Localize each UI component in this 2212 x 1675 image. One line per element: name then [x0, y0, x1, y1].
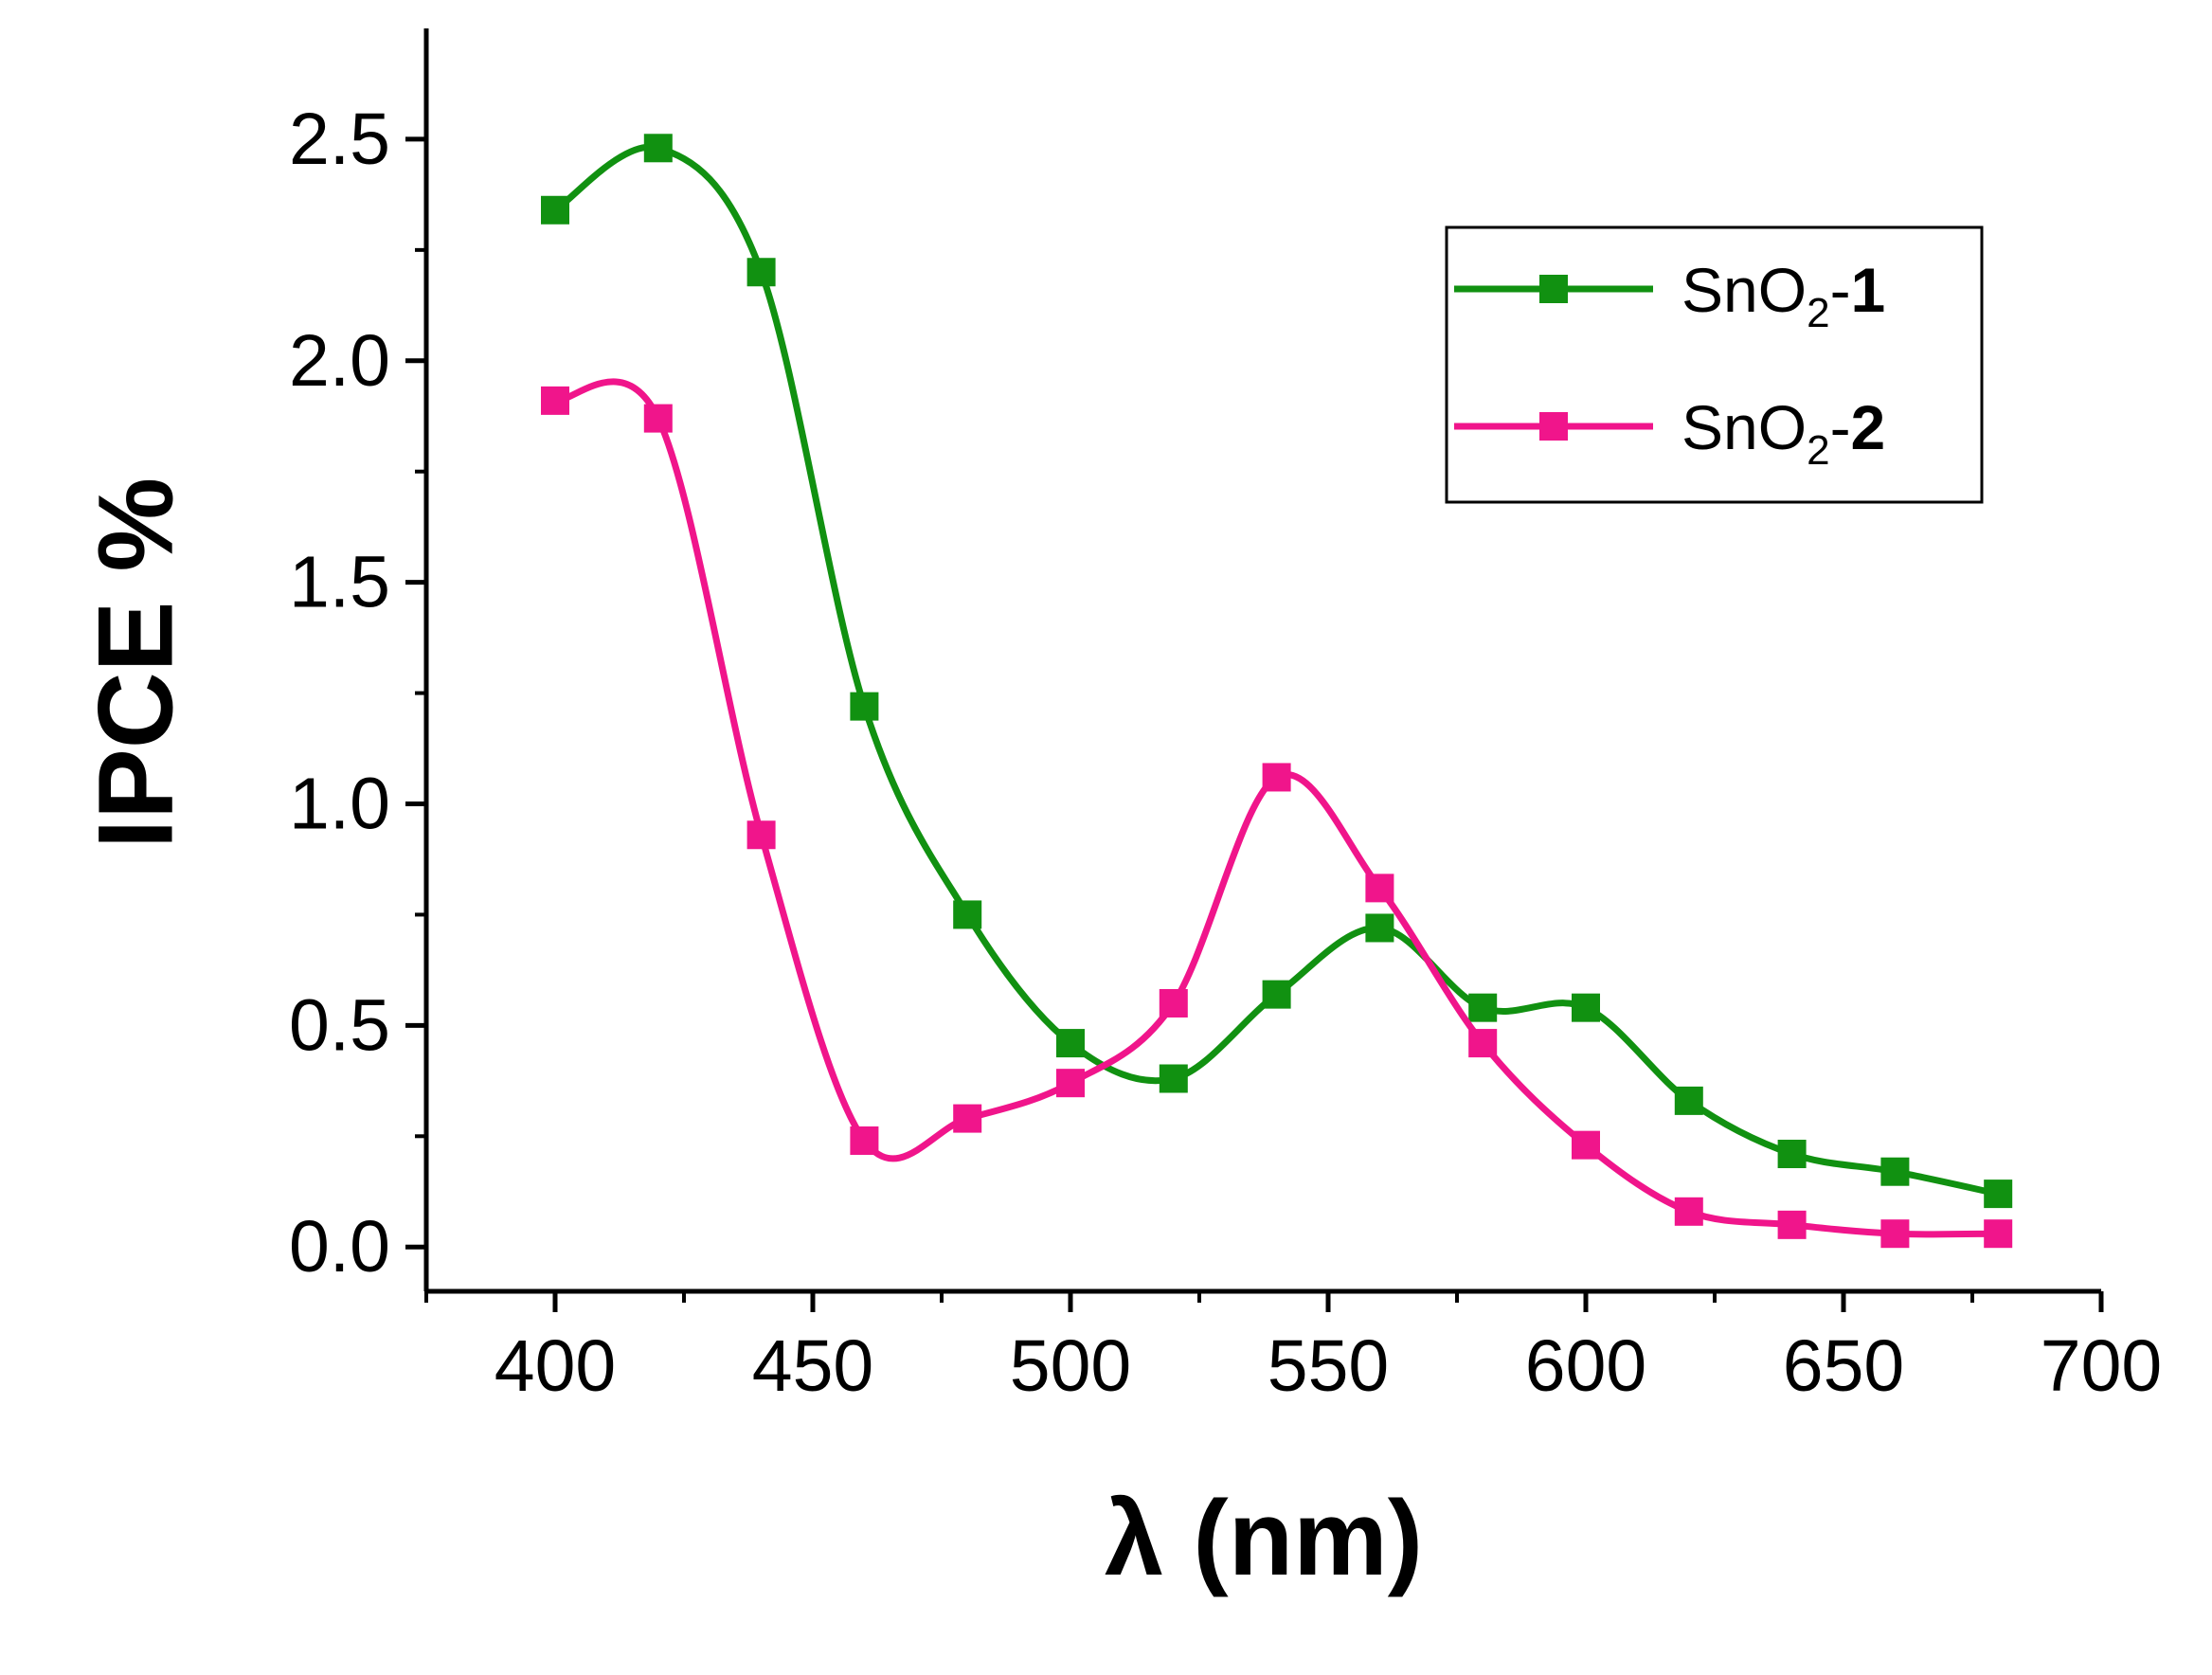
data-point-marker: [643, 404, 673, 433]
data-point-marker: [746, 258, 776, 287]
data-point-marker: [1365, 874, 1394, 903]
data-point-marker: [953, 1104, 982, 1133]
data-point-marker: [1365, 913, 1394, 943]
data-point-marker: [850, 692, 879, 721]
series-line: [553, 143, 1999, 1198]
data-point-marker: [1674, 1086, 1703, 1115]
series-2: [541, 378, 2013, 1249]
series-line: [554, 378, 1999, 1238]
x-tick-label: 650: [1783, 1325, 1904, 1407]
x-axis: 400 450 500 550 600 650 700: [424, 1288, 2162, 1407]
y-tick-label: 1.0: [289, 764, 390, 845]
legend-marker: [1539, 412, 1568, 441]
x-tick-label: 400: [495, 1325, 616, 1407]
data-point-marker: [1984, 1180, 2013, 1209]
legend: SnO2-1 SnO2-2: [1445, 225, 1984, 504]
x-tick-label: 500: [1010, 1325, 1131, 1407]
y-axis-title: IPCE %: [77, 477, 195, 849]
data-point-marker: [850, 1126, 879, 1155]
data-point-marker: [541, 195, 569, 225]
series-1: [541, 134, 2013, 1209]
data-point-marker: [1056, 1069, 1085, 1098]
x-tick-label: 450: [752, 1325, 873, 1407]
data-point-marker: [1468, 1029, 1498, 1058]
x-tick-label: 550: [1268, 1325, 1389, 1407]
data-point-marker: [1468, 993, 1498, 1022]
legend-label: SnO2-1: [1681, 255, 1885, 336]
y-tick-label: 0.0: [289, 1206, 390, 1288]
data-point-marker: [1262, 763, 1291, 792]
data-point-marker: [953, 900, 982, 929]
data-point-marker: [643, 134, 673, 163]
x-tick-label: 700: [2041, 1325, 2162, 1407]
y-axis: 0.0 0.5 1.0 1.5 2.0 2.5: [289, 28, 429, 1291]
data-point-marker: [1056, 1029, 1085, 1058]
x-axis-title: λ (nm): [1105, 1479, 1423, 1597]
data-point-marker: [1159, 988, 1188, 1018]
data-point-marker: [1777, 1140, 1807, 1169]
legend-box: [1445, 225, 1984, 504]
data-point-marker: [1674, 1197, 1703, 1226]
y-tick-label: 2.0: [289, 320, 390, 402]
series-layer: [541, 134, 2013, 1249]
legend-label: SnO2-2: [1681, 392, 1885, 474]
legend-entry-2: SnO2-2: [1454, 392, 1885, 474]
y-tick-label: 2.5: [289, 99, 390, 180]
data-point-marker: [1159, 1064, 1188, 1093]
data-point-marker: [1880, 1157, 1910, 1186]
data-point-marker: [1572, 1130, 1600, 1160]
y-tick-label: 1.5: [289, 542, 390, 623]
data-point-marker: [1262, 980, 1291, 1009]
data-point-marker: [746, 820, 776, 850]
data-point-marker: [1572, 993, 1600, 1022]
legend-marker: [1539, 275, 1568, 303]
legend-entry-1: SnO2-1: [1454, 255, 1885, 336]
data-point-marker: [1880, 1219, 1910, 1249]
data-point-marker: [541, 386, 569, 415]
y-tick-label: 0.5: [289, 984, 390, 1066]
data-point-marker: [1777, 1210, 1807, 1239]
data-point-marker: [1984, 1219, 2013, 1249]
x-tick-label: 600: [1525, 1325, 1646, 1407]
